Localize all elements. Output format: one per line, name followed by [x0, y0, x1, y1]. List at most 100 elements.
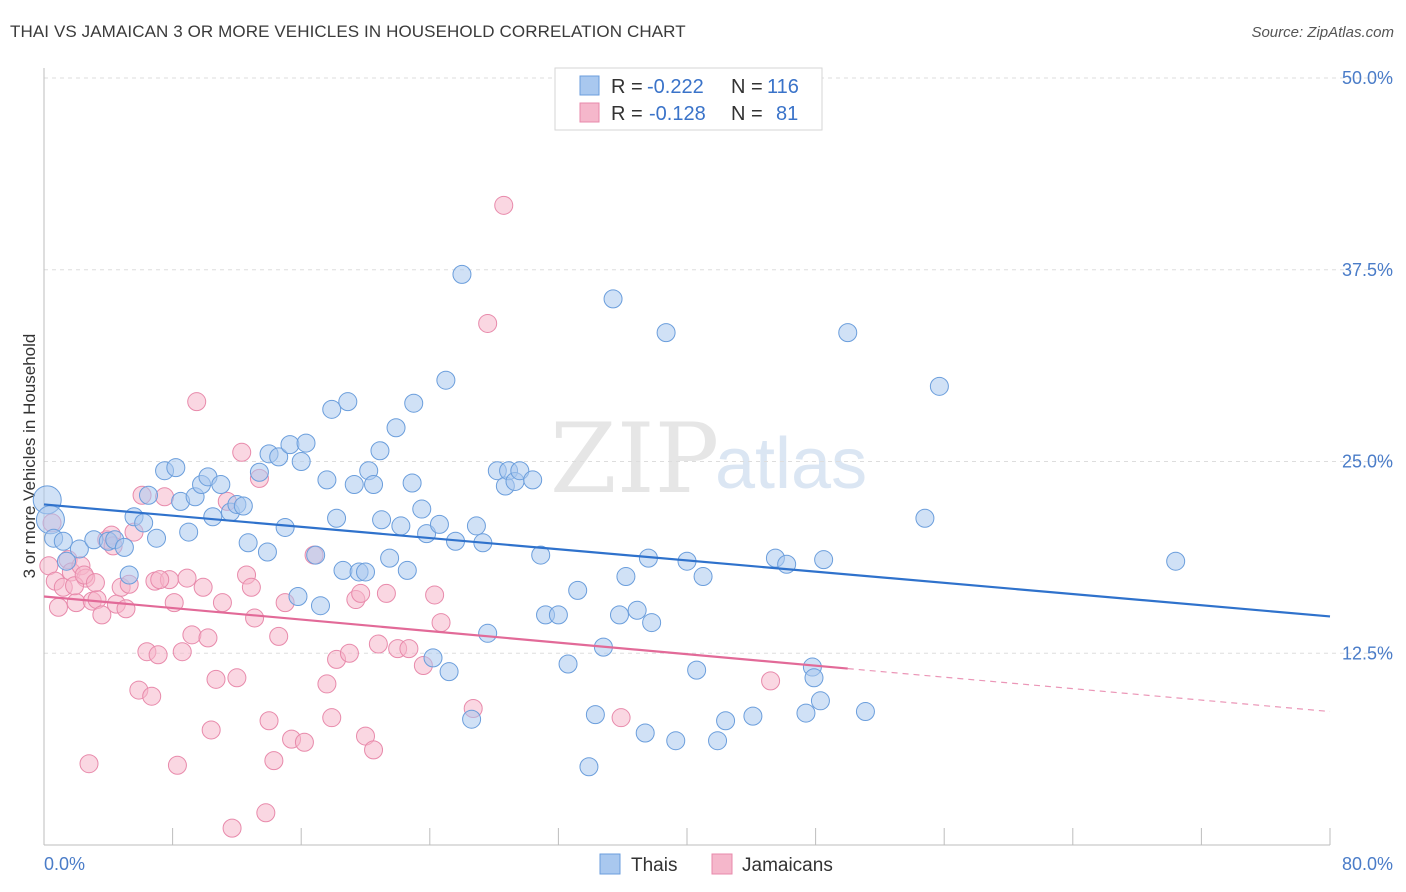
thais-point — [687, 660, 707, 680]
y-tick-label: 50.0% — [1342, 68, 1393, 88]
thais-point — [804, 668, 824, 688]
legend-n-label-1: N = — [731, 76, 763, 98]
jamaicans-point — [431, 613, 451, 633]
series-legend: Thais Jamaicans — [599, 853, 833, 876]
thais-trend-line — [43, 503, 1331, 618]
jamaicans-point — [177, 568, 197, 588]
jamaicans-point — [85, 573, 105, 593]
jamaicans-point — [761, 671, 781, 691]
thais-point — [642, 613, 662, 633]
jamaicans-point — [351, 583, 371, 603]
legend-r-value-1: -0.222 — [647, 76, 704, 98]
chart-title: THAI VS JAMAICAN 3 OR MORE VEHICLES IN H… — [10, 22, 686, 41]
bottom-legend-swatch-thais — [599, 853, 621, 875]
thais-point — [249, 462, 269, 482]
thais-point — [233, 496, 253, 516]
jamaicans-point — [92, 605, 112, 625]
jamaicans-point — [206, 669, 226, 689]
thais-point — [397, 560, 417, 580]
jamaicans-point — [339, 643, 359, 663]
thais-point — [203, 507, 223, 527]
correlation-legend: R = -0.222 N = 116 R = -0.128 N = 81 — [554, 67, 823, 131]
thais-point — [269, 447, 289, 467]
thais-point — [238, 533, 258, 553]
thais-point — [317, 470, 337, 490]
thais-point — [296, 433, 316, 453]
thais-point — [380, 548, 400, 568]
y-axis-label: 3 or more Vehicles in Household — [20, 334, 39, 579]
jamaicans-point — [222, 818, 242, 838]
jamaicans-point — [399, 639, 419, 659]
thais-point — [386, 418, 406, 438]
thais-point — [603, 289, 623, 309]
thais-point — [211, 475, 231, 495]
jamaicans-point — [478, 313, 498, 333]
jamaicans-point — [148, 645, 168, 665]
y-tick-label: 25.0% — [1342, 452, 1393, 472]
jamaicans-point — [245, 608, 265, 628]
thais-point — [915, 508, 935, 528]
thais-point — [462, 709, 482, 729]
thais-point — [372, 510, 392, 530]
jamaicans-point — [193, 577, 213, 597]
jamaicans-point — [264, 751, 284, 771]
thais-point — [810, 691, 830, 711]
thais-point — [257, 542, 277, 562]
jamaicans-point — [494, 195, 514, 215]
thais-point — [478, 623, 498, 643]
thais-point — [716, 711, 736, 731]
thais-point — [929, 376, 949, 396]
thais-point — [391, 516, 411, 536]
thais-points — [32, 264, 1186, 777]
x-tick-label-min: 0.0% — [44, 854, 85, 874]
thais-point — [275, 517, 295, 537]
thais-point — [402, 473, 422, 493]
thais-point — [693, 567, 713, 587]
jamaicans-point — [142, 686, 162, 706]
jamaicans-point — [48, 597, 68, 617]
legend-r-label-2: R = — [611, 103, 643, 125]
thais-point — [609, 605, 629, 625]
jamaicans-point — [66, 593, 86, 613]
thais-point — [404, 393, 424, 413]
jamaicans-point — [322, 708, 342, 728]
thais-point — [53, 531, 73, 551]
watermark-zip: ZIP — [550, 403, 719, 515]
thais-point — [338, 392, 358, 412]
thais-point — [288, 586, 308, 606]
thais-point — [466, 516, 486, 536]
x-tick-label-max: 80.0% — [1342, 854, 1393, 874]
jamaicans-point — [256, 803, 276, 823]
y-tick-label: 37.5% — [1342, 260, 1393, 280]
thais-point — [666, 731, 686, 751]
thais-point — [616, 567, 636, 587]
jamaicans-point — [172, 642, 192, 662]
jamaicans-point — [187, 392, 207, 412]
legend-swatch-thais — [579, 75, 600, 96]
trend-lines — [43, 503, 1331, 713]
thais-point — [855, 702, 875, 722]
x-axis-ticks — [172, 828, 1331, 845]
thais-point — [333, 560, 353, 580]
thais-point — [119, 565, 139, 585]
thais-point — [708, 731, 728, 751]
thais-point — [436, 370, 456, 390]
thais-point — [356, 562, 375, 582]
bottom-legend-swatch-jamaicans — [711, 853, 733, 875]
thais-point — [838, 323, 858, 343]
jamaicans-point — [201, 720, 221, 740]
thais-point — [579, 757, 599, 777]
jamaicans-point — [182, 625, 202, 645]
jamaicans-point — [232, 442, 252, 462]
thais-point — [310, 596, 330, 616]
watermark: ZIP atlas — [550, 403, 867, 515]
legend-n-value-1: 116 — [767, 76, 799, 98]
thais-point — [134, 513, 154, 533]
jamaicans-point — [198, 628, 218, 648]
thais-point — [138, 485, 158, 505]
jamaicans-point — [611, 708, 631, 728]
thais-point — [743, 706, 763, 726]
thais-point — [814, 550, 834, 570]
legend-n-value-2: 81 — [776, 103, 798, 125]
